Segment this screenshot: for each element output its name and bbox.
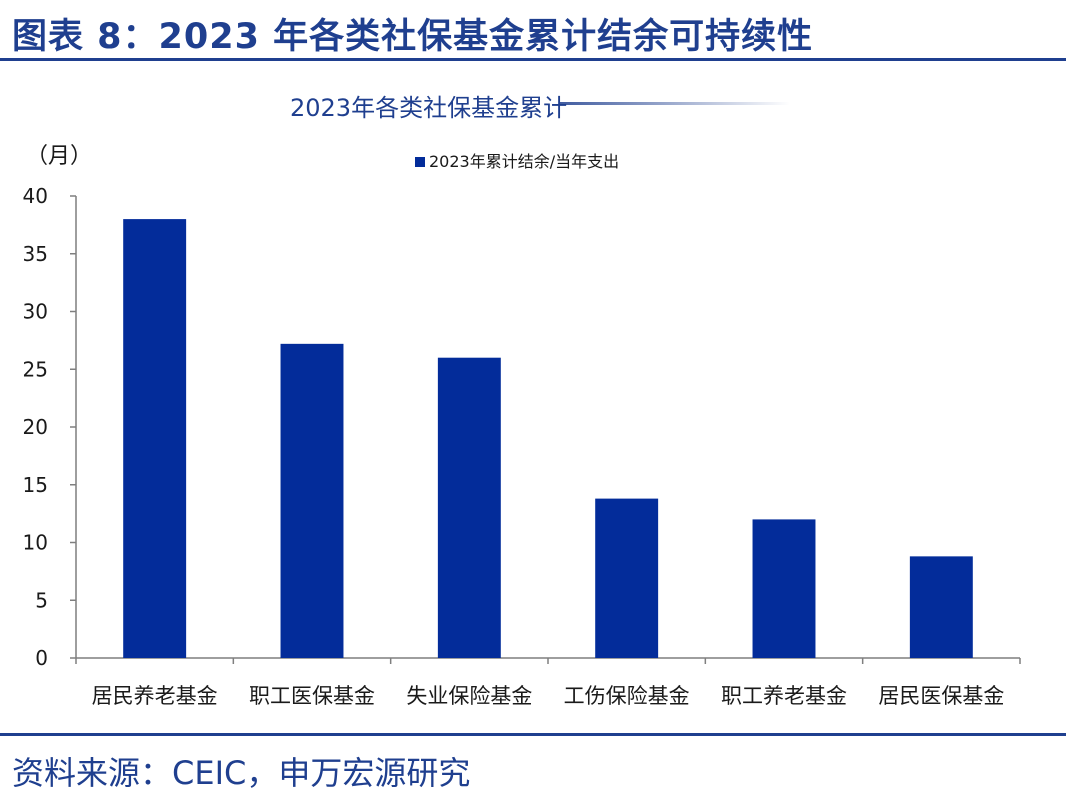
x-tick-label: 居民医保基金 bbox=[878, 684, 1004, 708]
y-tick-label: 5 bbox=[35, 588, 48, 612]
source-note: 资料来源：CEIC，申万宏源研究 bbox=[12, 754, 471, 792]
y-tick-label: 35 bbox=[23, 242, 48, 266]
x-tick-label: 居民养老基金 bbox=[92, 684, 218, 708]
legend-label: 2023年累计结余/当年支出 bbox=[429, 152, 619, 171]
figure-title: 图表 8：2023 年各类社保基金累计结余可持续性 bbox=[12, 17, 814, 57]
title-divider bbox=[0, 58, 1066, 61]
source-divider bbox=[0, 733, 1066, 736]
chart-title-underline bbox=[560, 102, 790, 105]
y-tick-label: 40 bbox=[23, 184, 48, 208]
legend-swatch bbox=[415, 157, 425, 167]
bar bbox=[595, 498, 659, 658]
x-tick-label: 工伤保险基金 bbox=[564, 684, 690, 708]
y-tick-label: 10 bbox=[23, 531, 48, 555]
y-tick-label: 30 bbox=[23, 300, 48, 324]
y-axis-label: （月） bbox=[26, 144, 92, 169]
y-tick-label: 20 bbox=[23, 415, 48, 439]
y-tick-label: 25 bbox=[23, 357, 48, 381]
x-tick-label: 职工医保基金 bbox=[249, 684, 375, 708]
bar bbox=[123, 219, 187, 658]
bar bbox=[909, 556, 973, 658]
plot-area: 0 5 10 15 20 25 30 35 40 居民养老基金 职工医保基金 失业保险基金 工伤保险基金… bbox=[23, 184, 1021, 708]
y-tick-label: 15 bbox=[23, 473, 48, 497]
y-tick-label: 0 bbox=[35, 646, 48, 670]
chart-title: 2023年各类社保基金累计 bbox=[290, 94, 567, 122]
bar bbox=[437, 357, 501, 658]
bar-chart: 2023年各类社保基金累计 （月） 2023年累计结余/当年支出 0 5 10 15 2… bbox=[23, 94, 1021, 708]
bar bbox=[280, 343, 344, 658]
x-tick-label: 职工养老基金 bbox=[721, 684, 847, 708]
bar bbox=[752, 519, 816, 658]
x-tick-label: 失业保险基金 bbox=[406, 684, 532, 708]
